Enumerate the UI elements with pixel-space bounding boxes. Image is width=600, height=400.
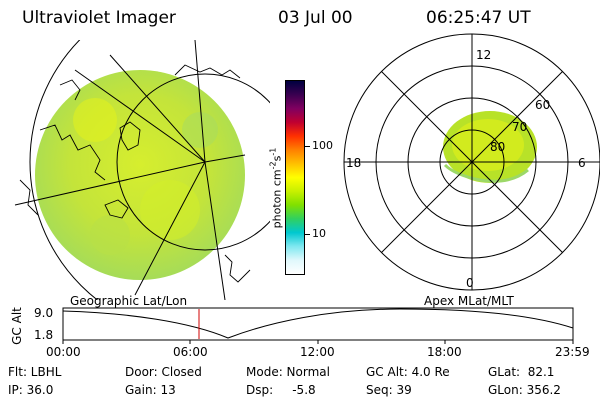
status-glon: GLon: 356.2 <box>488 383 561 397</box>
time-tick-1200: 12:00 <box>300 345 335 359</box>
time-tick-0600: 06:00 <box>173 345 208 359</box>
date-readout: 03 Jul 00 <box>278 8 353 28</box>
status-gain: Gain: 13 <box>125 383 176 397</box>
mlt-label-6: 6 <box>578 156 586 170</box>
timeline-right-label: Apex MLat/MLT <box>424 294 514 308</box>
status-glat: GLat: 82.1 <box>488 365 555 379</box>
colorbar-tick-10 <box>305 234 310 235</box>
status-mode: Mode: Normal <box>246 365 330 379</box>
timeline-left-label: Geographic Lat/Lon <box>70 294 188 308</box>
status-seq: Seq: 39 <box>366 383 412 397</box>
app-title: Ultraviolet Imager <box>22 8 176 28</box>
timeline-y-top: 9.0 <box>34 306 54 320</box>
coastlines <box>19 64 251 283</box>
lat-lon-grid <box>14 40 270 300</box>
status-door: Door: Closed <box>125 365 202 379</box>
colorbar-label-10: 10 <box>312 227 326 240</box>
altitude-curve <box>62 308 574 339</box>
timeline-frame <box>62 307 574 341</box>
lat-label-70: 70 <box>512 120 527 134</box>
mlt-label-0: 0 <box>466 276 474 290</box>
status-ip: IP: 36.0 <box>8 383 54 397</box>
timeline-y-bottom: 1.8 <box>34 328 54 342</box>
time-readout: 06:25:47 UT <box>426 8 531 28</box>
status-filter: Flt: LBHL <box>8 365 62 379</box>
status-gc-alt: GC Alt: 4.0 Re <box>366 365 450 379</box>
colorbar-tick-100 <box>305 146 310 147</box>
lat-label-80: 80 <box>490 140 505 154</box>
lat-label-60: 60 <box>535 98 550 112</box>
status-dsp: Dsp: -5.8 <box>246 383 316 397</box>
colorbar-label-100: 100 <box>312 139 333 152</box>
time-tick-0000: 00:00 <box>46 345 81 359</box>
colorbar <box>285 80 305 275</box>
mlt-label-12: 12 <box>476 48 491 62</box>
time-tick-2359: 23:59 <box>555 345 590 359</box>
mlt-label-18: 18 <box>346 156 361 170</box>
time-tick-1800: 18:00 <box>427 345 462 359</box>
